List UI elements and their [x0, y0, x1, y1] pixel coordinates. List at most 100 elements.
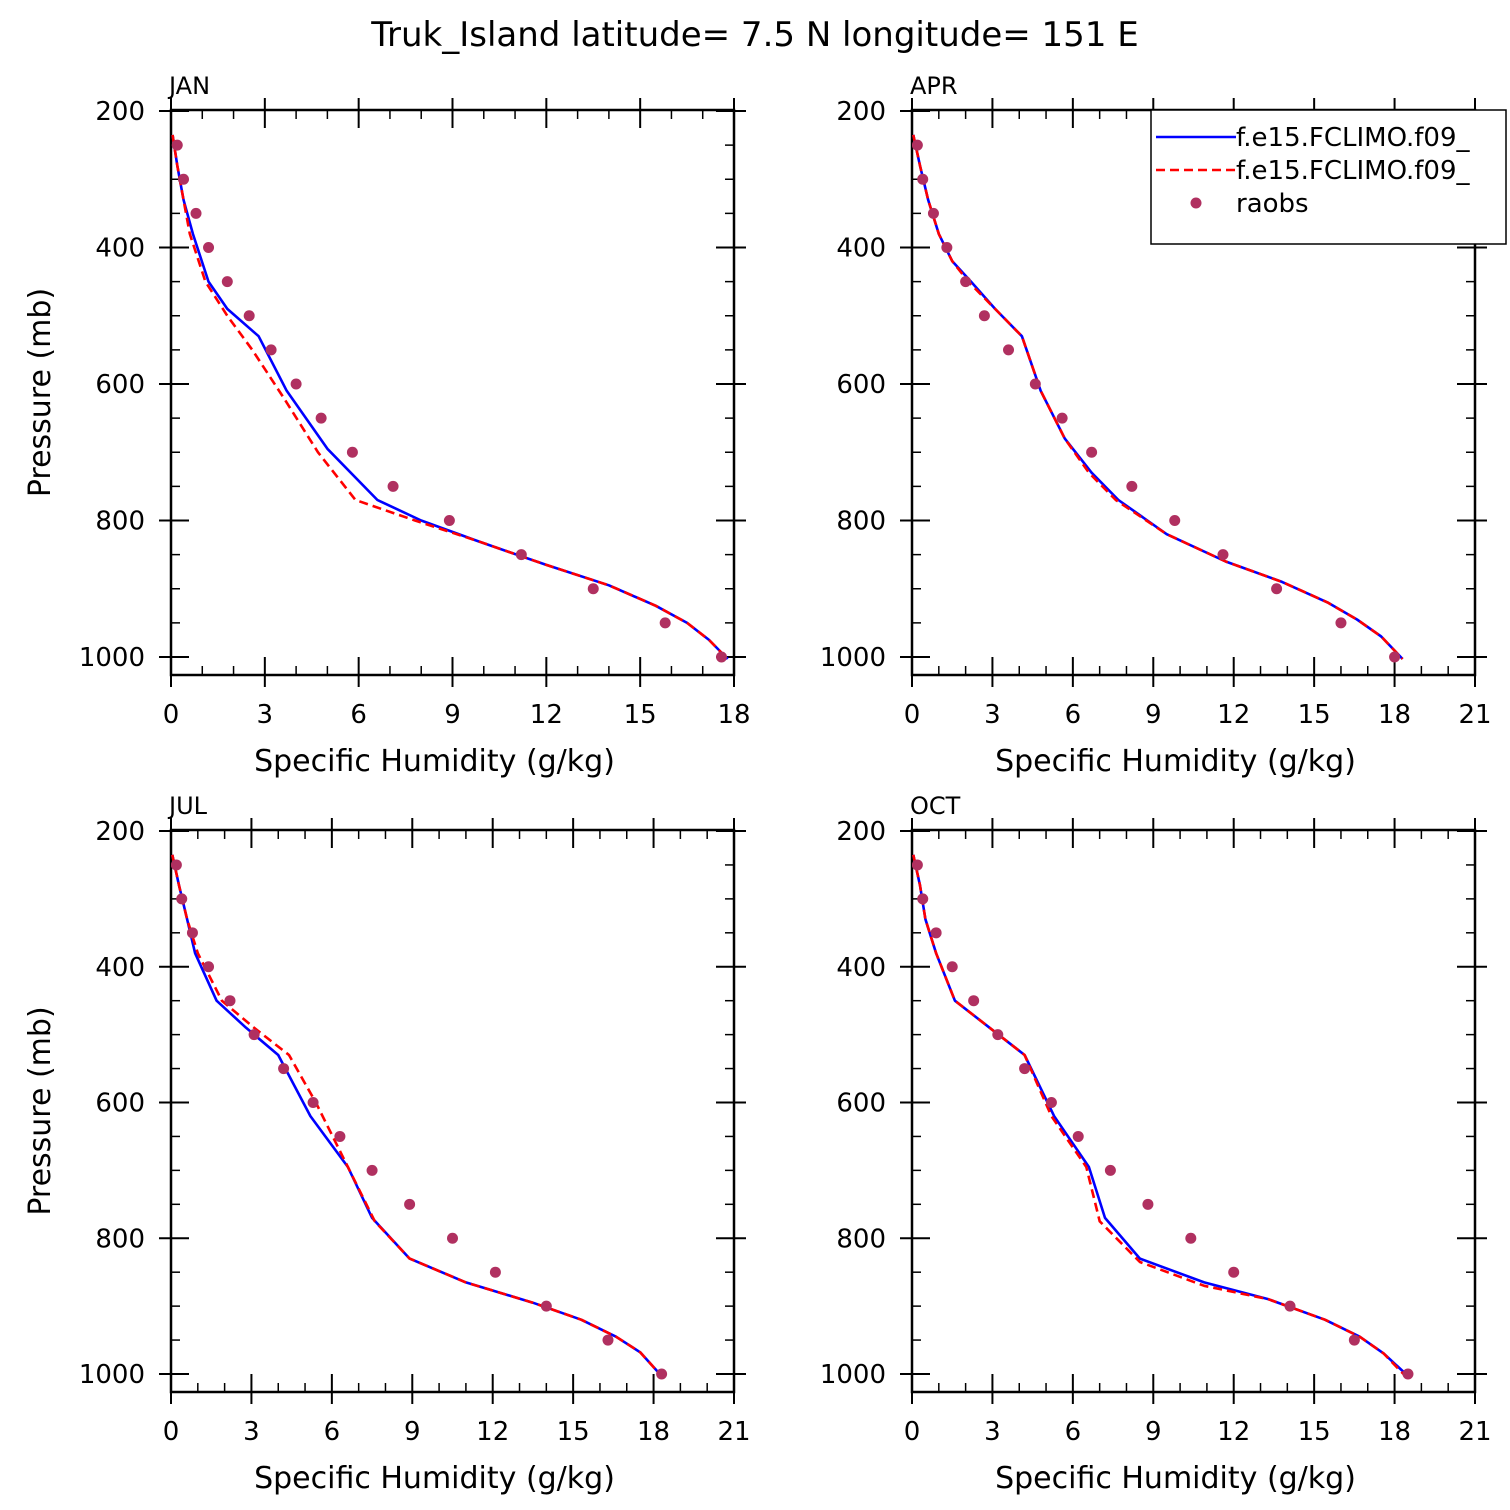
- raobs-point: [278, 1063, 290, 1075]
- raobs-point: [602, 1334, 614, 1346]
- x-axis-title: Specific Humidity (g/kg): [995, 1461, 1356, 1496]
- raobs-point: [1271, 583, 1283, 595]
- y-tick-label: 800: [836, 507, 886, 537]
- raobs-point: [307, 1097, 319, 1108]
- raobs-point: [186, 927, 198, 939]
- x-tick-label: 21: [717, 1417, 750, 1447]
- x-tick-label: 12: [1217, 1417, 1250, 1447]
- x-tick-label: 9: [444, 700, 461, 730]
- raobs-point: [290, 378, 302, 390]
- plot-area: [912, 134, 1404, 663]
- x-tick-label: 15: [1298, 1417, 1331, 1447]
- raobs-point: [171, 859, 182, 871]
- y-tick-label: 800: [836, 1224, 886, 1254]
- plot-frame: [910, 828, 1477, 1394]
- panel-jul: JUL 200 400 600 800 1000 0 3 6 9 12 15 18 21 Specific …: [23, 792, 751, 1496]
- panel-label: APR: [910, 72, 958, 100]
- raobs-point: [1003, 344, 1015, 356]
- legend-label: raobs: [1236, 189, 1309, 219]
- y-tick-label: 600: [836, 370, 886, 400]
- x-tick-label: 9: [404, 1417, 421, 1447]
- x-tick-label: 6: [324, 1417, 341, 1447]
- raobs-point: [387, 480, 399, 492]
- raobs-point: [1086, 446, 1098, 458]
- y-tick-label: 800: [95, 507, 145, 537]
- raobs-point: [176, 893, 188, 905]
- y-tick-label: 1000: [820, 643, 886, 673]
- plot-area: [912, 854, 1414, 1380]
- model2-line: [171, 854, 663, 1377]
- y-tick-label: 200: [836, 817, 886, 847]
- y-tick-label: 200: [95, 97, 145, 127]
- raobs-point: [1185, 1232, 1197, 1244]
- raobs-point: [265, 344, 277, 356]
- raobs-point: [1284, 1300, 1296, 1312]
- plot-area: [171, 854, 668, 1380]
- raobs-point: [190, 207, 202, 219]
- raobs-point: [1045, 1097, 1057, 1108]
- y-axis-title: Pressure (mb): [23, 1006, 58, 1215]
- raobs-point: [917, 893, 929, 905]
- x-tick-label: 9: [1145, 700, 1162, 730]
- x-tick-label: 18: [637, 1417, 670, 1447]
- raobs-point: [315, 412, 327, 424]
- x-axis-title: Specific Humidity (g/kg): [254, 1461, 615, 1496]
- raobs-point: [587, 583, 599, 595]
- model2-line: [912, 134, 1404, 660]
- model1-line: [171, 134, 729, 660]
- legend: f.e15.FCLIMO.f09_f.e15.FCLIMO.f09_raobs: [1150, 109, 1507, 245]
- raobs-point: [941, 242, 953, 253]
- raobs-point: [968, 995, 980, 1007]
- y-tick-label: 800: [95, 1224, 145, 1254]
- raobs-point: [1217, 549, 1229, 561]
- raobs-point: [243, 310, 255, 322]
- model2-line: [171, 134, 729, 660]
- plot-frame: [169, 828, 736, 1394]
- raobs-point: [715, 651, 727, 663]
- x-tick-label: 6: [350, 700, 367, 730]
- raobs-point: [927, 207, 939, 219]
- raobs-point: [203, 961, 215, 973]
- raobs-point: [1126, 480, 1138, 492]
- raobs-point: [1072, 1130, 1084, 1142]
- raobs-point: [1228, 1266, 1240, 1278]
- x-tick-label: 0: [904, 700, 921, 730]
- x-axis-title: Specific Humidity (g/kg): [254, 744, 615, 779]
- raobs-point: [334, 1130, 346, 1142]
- x-tick-label: 12: [530, 700, 563, 730]
- y-tick-label: 600: [95, 1089, 145, 1119]
- x-tick-label: 12: [1217, 700, 1250, 730]
- raobs-point: [224, 995, 236, 1007]
- y-tick-label: 400: [836, 234, 886, 264]
- y-tick-label: 600: [95, 370, 145, 400]
- x-tick-label: 9: [1145, 1417, 1162, 1447]
- raobs-point: [978, 310, 990, 322]
- panel-label: JAN: [167, 72, 210, 100]
- raobs-point: [346, 446, 358, 458]
- legend-label: f.e15.FCLIMO.f09_: [1236, 156, 1470, 186]
- raobs-point: [540, 1300, 552, 1312]
- y-tick-label: 1000: [820, 1360, 886, 1390]
- x-tick-label: 0: [904, 1417, 921, 1447]
- y-tick-label: 600: [836, 1089, 886, 1119]
- y-axis-title: Pressure (mb): [23, 288, 58, 497]
- raobs-point: [1029, 378, 1041, 390]
- raobs-point: [1104, 1164, 1116, 1176]
- raobs-point: [178, 173, 190, 185]
- plot-area: [171, 134, 729, 663]
- raobs-point: [656, 1368, 668, 1380]
- y-tick-label: 1000: [79, 643, 145, 673]
- x-tick-label: 3: [984, 700, 1001, 730]
- y-tick-label: 200: [95, 817, 145, 847]
- legend-label: f.e15.FCLIMO.f09_: [1236, 123, 1470, 153]
- raobs-point: [366, 1164, 378, 1176]
- raobs-point: [248, 1029, 260, 1041]
- raobs-point: [912, 139, 923, 151]
- raobs-point: [946, 961, 958, 973]
- x-tick-label: 3: [984, 1417, 1001, 1447]
- panel-oct: OCT 200 400 600 800 1000 0 3 6 9 12 15 18 21 Specific …: [820, 792, 1492, 1496]
- x-tick-label: 0: [163, 1417, 180, 1447]
- x-tick-label: 3: [243, 1417, 260, 1447]
